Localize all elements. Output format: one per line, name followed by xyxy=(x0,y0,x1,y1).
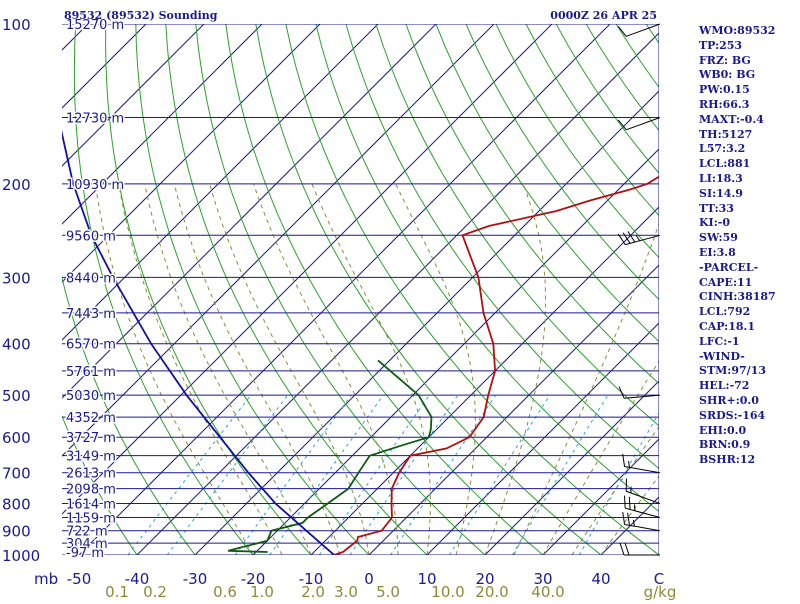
pressure-tick-label: 900 xyxy=(2,523,31,541)
mixing-ratio-unit-label: g/kg xyxy=(644,583,677,600)
index-row: PW:0.15 xyxy=(699,83,799,98)
index-row: KI:-0 xyxy=(699,216,799,231)
height-label: 3149 m xyxy=(66,450,116,465)
index-row: EHI:0.0 xyxy=(699,424,799,439)
mixing-ratio-tick-label: 3.0 xyxy=(334,583,358,600)
height-label: 8440 m xyxy=(66,271,116,286)
height-label: 1614 m xyxy=(66,498,116,513)
height-label: 7443 m xyxy=(66,307,116,322)
index-row: CINH:38187 xyxy=(699,290,799,305)
index-row: LI:18.3 xyxy=(699,172,799,187)
mixing-ratio-tick-label: 2.0 xyxy=(301,583,325,600)
height-label: 6570 m xyxy=(66,338,116,353)
index-row: FRZ: BG xyxy=(699,54,799,69)
index-row: TP:253 xyxy=(699,39,799,54)
pressure-tick-label: 100 xyxy=(2,16,31,34)
height-label: 2613 m xyxy=(66,467,116,482)
sounding-datetime: 0000Z 26 APR 25 xyxy=(550,9,657,22)
index-row: WMO:89532 xyxy=(699,24,799,39)
index-row: LCL:792 xyxy=(699,305,799,320)
temperature-tick-label: 0 xyxy=(364,570,374,588)
pressure-tick-label: 1000 xyxy=(2,547,40,565)
index-row: SW:59 xyxy=(699,231,799,246)
temperature-tick-label: -50 xyxy=(67,570,92,588)
height-label: 10930 m xyxy=(66,178,124,193)
index-row: RH:66.3 xyxy=(699,98,799,113)
index-row: CAP:18.1 xyxy=(699,320,799,335)
pressure-tick-label: 800 xyxy=(2,496,31,514)
mixing-ratio-tick-label: 0.6 xyxy=(213,583,237,600)
mixing-ratio-tick-label: 0.2 xyxy=(143,583,167,600)
mixing-ratio-tick-label: 20.0 xyxy=(475,583,508,600)
index-row: MAXT:-0.4 xyxy=(699,113,799,128)
mixing-ratio-tick-label: 10.0 xyxy=(431,583,464,600)
index-row: TH:5127 xyxy=(699,128,799,143)
pressure-tick-label: 400 xyxy=(2,336,31,354)
mixing-ratio-tick-label: 5.0 xyxy=(376,583,400,600)
index-row: SRDS:-164 xyxy=(699,409,799,424)
pressure-tick-label: 600 xyxy=(2,429,31,447)
temperature-tick-label: -30 xyxy=(183,570,208,588)
height-label: 5761 m xyxy=(66,365,116,380)
index-row: WB0: BG xyxy=(699,68,799,83)
pressure-tick-label: 200 xyxy=(2,176,31,194)
height-label: 3727 m xyxy=(66,431,116,446)
pressure-tick-label: 300 xyxy=(2,269,31,287)
station-title: 89532 (89532) Sounding xyxy=(64,9,217,22)
index-row: -PARCEL- xyxy=(699,261,799,276)
index-row: SI:14.9 xyxy=(699,187,799,202)
pressure-tick-label: 700 xyxy=(2,465,31,483)
mixing-ratio-tick-label: 1.0 xyxy=(250,583,274,600)
index-row: EI:3.8 xyxy=(699,246,799,261)
index-row: SHR+:0.0 xyxy=(699,394,799,409)
index-row: L57:3.2 xyxy=(699,142,799,157)
pressure-unit-label: mb xyxy=(34,570,58,588)
index-row: BSHR:12 xyxy=(699,453,799,468)
index-row: TT:33 xyxy=(699,202,799,217)
index-row: BRN:0.9 xyxy=(699,438,799,453)
height-label: 9560 m xyxy=(66,229,116,244)
mixing-ratio-tick-label: 0.1 xyxy=(105,583,129,600)
height-label: 12730 m xyxy=(66,112,124,127)
temperature-tick-label: 40 xyxy=(591,570,610,588)
index-row: LCL:881 xyxy=(699,157,799,172)
index-row: -WIND- xyxy=(699,350,799,365)
index-row: HEL:-72 xyxy=(699,379,799,394)
index-row: STM:97/13 xyxy=(699,364,799,379)
index-row: CAPE:11 xyxy=(699,276,799,291)
pressure-tick-label: 500 xyxy=(2,387,31,405)
height-label: 2098 m xyxy=(66,483,116,498)
height-label: 5030 m xyxy=(66,389,116,404)
mixing-ratio-tick-label: 40.0 xyxy=(531,583,564,600)
height-label: -97 m xyxy=(66,546,104,561)
height-label: 4352 m xyxy=(66,411,116,426)
index-row: LFC:-1 xyxy=(699,335,799,350)
